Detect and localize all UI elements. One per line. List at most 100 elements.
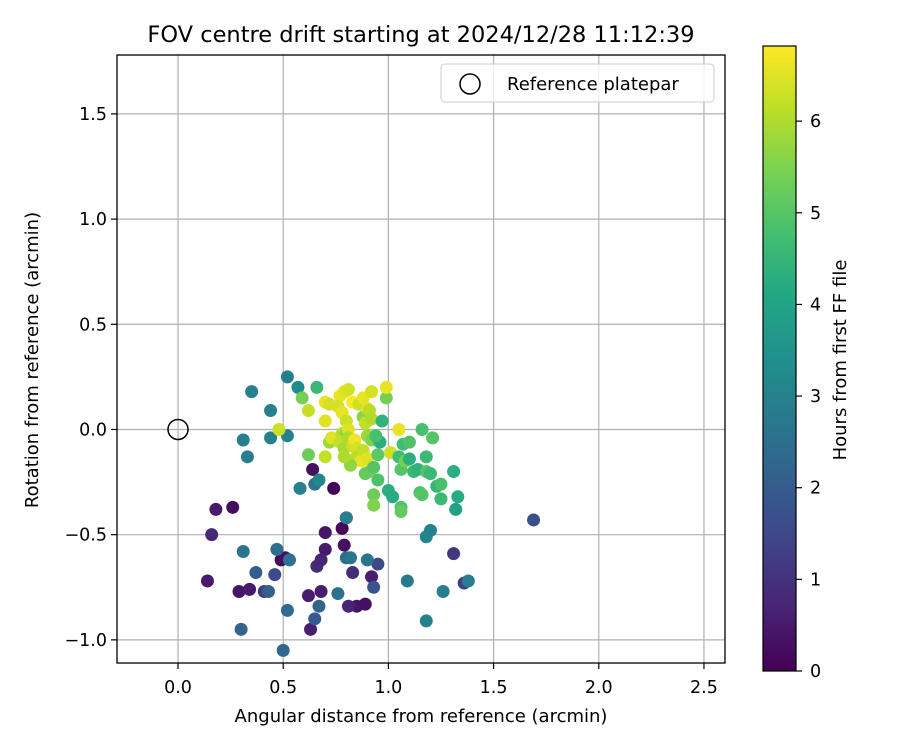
data-points (200, 370, 541, 657)
data-point (301, 404, 315, 418)
colorbar-tick-label: 5 (810, 204, 821, 224)
data-point (318, 542, 332, 556)
data-point (426, 431, 440, 445)
data-point (367, 460, 381, 474)
grid-lines (117, 55, 725, 663)
data-point (283, 553, 297, 567)
x-axis-label: Angular distance from reference (arcmin) (235, 706, 608, 727)
data-point (306, 462, 320, 476)
colorbar-tick-label: 4 (810, 295, 821, 315)
data-point (236, 433, 250, 447)
data-point (527, 513, 541, 527)
data-point (232, 584, 246, 598)
data-point (415, 422, 429, 436)
data-point (392, 422, 406, 436)
data-point (236, 544, 250, 558)
data-point (341, 383, 355, 397)
data-point (310, 380, 324, 394)
data-point (335, 521, 349, 535)
data-point (308, 612, 322, 626)
data-point (447, 547, 461, 561)
y-tick-label: 0.0 (79, 420, 107, 440)
data-point (461, 574, 475, 588)
data-point (318, 526, 332, 540)
data-point (394, 505, 408, 519)
data-point (295, 391, 309, 405)
data-point (365, 570, 379, 584)
data-point (419, 450, 433, 464)
x-tick-label: 0.0 (164, 678, 192, 698)
reference-platepar-marker (167, 418, 189, 441)
legend-label: Reference platepar (507, 74, 679, 95)
data-point (339, 511, 353, 525)
data-point (360, 553, 374, 567)
legend-marker (459, 73, 481, 95)
data-point (367, 498, 381, 512)
data-point (367, 488, 381, 502)
data-point (226, 500, 240, 514)
legend-box (440, 63, 715, 103)
y-tick-label: 1.5 (79, 105, 107, 125)
data-point (205, 528, 219, 542)
data-point (447, 465, 461, 479)
data-point (240, 450, 254, 464)
colorbar-label: Hours from first FF file (830, 260, 851, 461)
data-point (331, 587, 345, 601)
data-point (367, 580, 381, 594)
y-axis-ticks: −1.0 −0.5 0.0 0.5 1.0 1.5 (65, 105, 117, 651)
y-tick-label: 0.5 (79, 315, 107, 335)
data-point (434, 492, 448, 506)
x-tick-label: 2.5 (690, 678, 718, 698)
data-point (415, 488, 429, 502)
data-point (423, 523, 437, 537)
data-point (293, 481, 307, 495)
data-point (386, 490, 400, 504)
y-tick-label: −0.5 (65, 526, 108, 546)
data-point (301, 589, 315, 603)
data-point (245, 385, 259, 399)
data-point (249, 566, 263, 580)
data-point (312, 473, 326, 487)
colorbar-ticks: 0 1 2 3 4 5 6 (796, 112, 821, 682)
data-point (264, 431, 278, 445)
data-point (358, 597, 372, 611)
colorbar-tick-label: 0 (810, 662, 821, 682)
y-tick-label: 1.0 (79, 210, 107, 230)
data-point (314, 584, 328, 598)
x-tick-label: 2.0 (585, 678, 613, 698)
data-point (234, 622, 248, 636)
data-point (346, 566, 360, 580)
data-point (261, 584, 275, 598)
data-point (451, 490, 465, 504)
data-point (379, 391, 393, 405)
y-axis-label: Rotation from reference (arcmin) (22, 212, 43, 508)
data-point (365, 385, 379, 399)
data-point (272, 422, 286, 436)
x-tick-label: 1.5 (480, 678, 508, 698)
data-point (291, 380, 305, 394)
data-point (369, 429, 383, 443)
colorbar-tick-label: 2 (810, 479, 821, 499)
data-point (371, 557, 385, 571)
y-tick-label: −1.0 (65, 631, 108, 651)
data-point (264, 404, 278, 418)
data-point (243, 582, 257, 596)
data-point (268, 568, 282, 582)
axes-frame (116, 54, 726, 664)
data-point (419, 614, 433, 628)
data-point (280, 603, 294, 617)
colorbar (762, 45, 797, 672)
data-point (200, 574, 214, 588)
data-point (337, 450, 351, 464)
data-point (270, 542, 284, 556)
data-point (375, 414, 389, 428)
data-point (371, 448, 385, 462)
data-point (312, 599, 326, 613)
x-tick-label: 1.0 (374, 678, 402, 698)
data-point (209, 502, 223, 516)
data-point (344, 551, 358, 565)
colorbar-tick-label: 3 (810, 387, 821, 407)
data-point (434, 477, 448, 491)
data-point (276, 643, 290, 657)
